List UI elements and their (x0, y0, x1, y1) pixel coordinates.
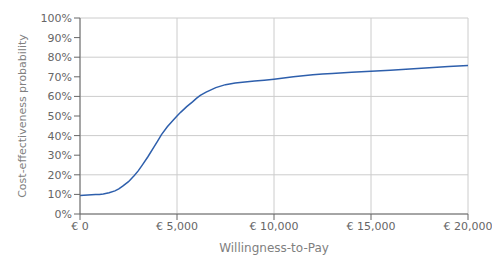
svg-text:30%: 30% (48, 149, 72, 162)
svg-text:€ 10,000: € 10,000 (250, 220, 299, 233)
svg-text:Willingness-to-Pay: Willingness-to-Pay (219, 241, 329, 255)
svg-text:70%: 70% (48, 71, 72, 84)
svg-text:20%: 20% (48, 169, 72, 182)
svg-text:80%: 80% (48, 51, 72, 64)
svg-text:40%: 40% (48, 130, 72, 143)
svg-text:90%: 90% (48, 32, 72, 45)
svg-text:100%: 100% (41, 12, 72, 25)
svg-text:50%: 50% (48, 110, 72, 123)
svg-text:10%: 10% (48, 188, 72, 201)
svg-text:€ 0: € 0 (71, 220, 89, 233)
svg-text:0%: 0% (55, 208, 72, 221)
svg-text:Cost-effectiveness probability: Cost-effectiveness probability (16, 34, 29, 198)
svg-text:€ 5,000: € 5,000 (156, 220, 198, 233)
svg-text:€ 20,000: € 20,000 (444, 220, 492, 233)
svg-text:60%: 60% (48, 90, 72, 103)
svg-text:€ 15,000: € 15,000 (347, 220, 396, 233)
